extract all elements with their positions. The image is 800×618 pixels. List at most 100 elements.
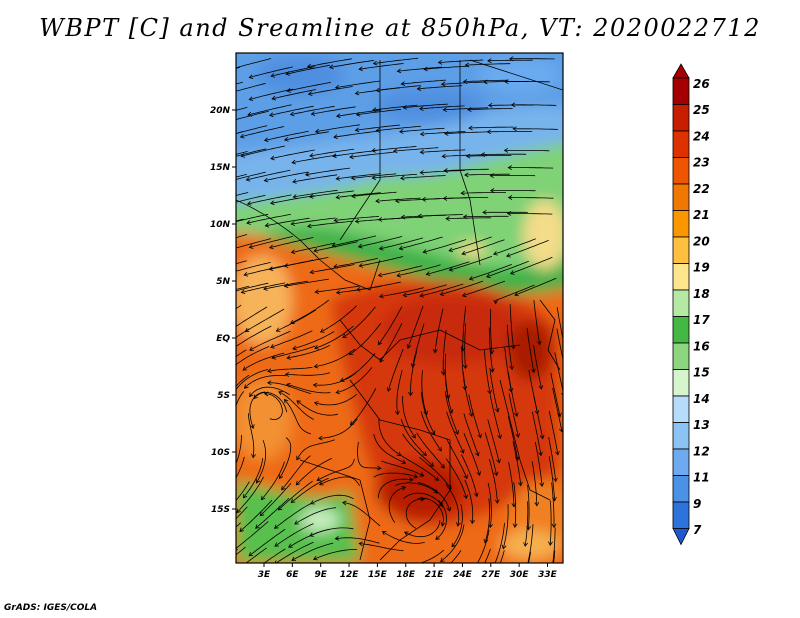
streamline: [410, 351, 418, 396]
streamline-arrow: [377, 217, 383, 222]
streamline: [488, 327, 494, 373]
streamline: [310, 264, 355, 273]
streamline: [336, 367, 373, 394]
streamline: [236, 476, 264, 513]
streamline-arrow: [270, 589, 274, 593]
streamline-arrow: [229, 474, 233, 478]
streamline-arrow: [538, 451, 543, 457]
streamline-arrow: [417, 213, 422, 219]
streamline: [506, 324, 513, 370]
streamline-arrow: [440, 521, 446, 527]
streamline: [531, 411, 542, 456]
streamline: [378, 306, 403, 345]
streamline-arrow: [460, 347, 466, 352]
colorbar-top-cap: [672, 63, 690, 79]
streamline-arrow: [249, 424, 255, 429]
colorbar-bottom-cap: [672, 528, 690, 546]
streamline: [549, 500, 552, 546]
streamline-arrow: [274, 560, 277, 563]
streamline: [359, 63, 404, 70]
streamline: [286, 82, 331, 92]
streamline-arrow: [408, 477, 414, 482]
streamline-arrow: [307, 223, 312, 229]
streamline: [236, 194, 266, 203]
streamline: [449, 256, 493, 271]
streamline: [548, 410, 559, 455]
streamline-arrow: [269, 112, 274, 118]
streamline-arrow: [336, 113, 341, 119]
streamline: [270, 149, 315, 160]
streamline: [281, 455, 311, 491]
streamline: [307, 220, 353, 227]
lon-label: 18E: [396, 570, 416, 580]
streamline: [349, 322, 382, 356]
streamline-arrow: [228, 67, 232, 71]
map-title: WBPT [C] and Sreamline at 850hPa, VT: 20…: [39, 14, 761, 42]
streamline: [291, 242, 336, 253]
streamline-arrow: [253, 394, 258, 400]
streamline: [249, 66, 293, 78]
streamline: [488, 458, 498, 504]
streamline-arrow: [246, 201, 252, 206]
streamline-arrow: [359, 571, 363, 575]
colorbar-label: 18: [693, 287, 710, 301]
lat-label: 5N: [216, 277, 230, 287]
streamline-arrow: [422, 249, 428, 254]
streamline-arrow: [248, 571, 252, 575]
streamline: [461, 239, 505, 255]
streamline: [548, 456, 556, 501]
streamline: [335, 537, 380, 544]
streamline-arrow: [375, 198, 380, 204]
streamline-arrow: [271, 95, 277, 101]
streamline-arrow: [354, 218, 360, 224]
streamline: [404, 520, 441, 538]
streamline: [438, 59, 484, 63]
streamline-arrow: [461, 292, 467, 298]
lon-label: 6E: [286, 570, 299, 580]
streamline: [259, 482, 292, 516]
streamline-arrow: [463, 494, 468, 500]
streamline: [236, 213, 269, 223]
streamline: [314, 393, 357, 406]
streamline-arrow: [377, 465, 382, 471]
streamline-arrow: [381, 531, 387, 536]
streamline-arrow: [255, 524, 260, 529]
streamline-arrow: [335, 194, 341, 200]
streamline-arrow: [292, 194, 298, 199]
streamline: [336, 192, 381, 198]
colorbar-label: 12: [693, 444, 710, 458]
streamline-arrow: [349, 420, 355, 426]
streamline-arrow: [509, 365, 514, 371]
streamline: [510, 256, 553, 275]
streamline: [379, 237, 424, 250]
streamline: [264, 130, 309, 141]
streamline: [236, 369, 268, 391]
streamline: [507, 213, 553, 215]
streamline: [469, 264, 512, 280]
streamline-arrow: [231, 571, 235, 575]
streamline: [315, 285, 360, 293]
streamline-arrow: [227, 595, 231, 599]
streamline: [309, 148, 355, 157]
streamline: [487, 482, 492, 528]
streamline: [255, 498, 290, 529]
streamline-arrow: [398, 245, 404, 251]
streamline: [508, 393, 519, 438]
streamline: [243, 458, 264, 499]
colorbar-box: [672, 236, 690, 264]
streamline: [423, 239, 467, 253]
streamline: [253, 392, 288, 413]
streamline-arrow: [463, 474, 468, 480]
streamline: [267, 367, 313, 372]
streamline-arrow: [497, 434, 502, 440]
streamline: [333, 130, 379, 138]
streamline-arrow: [319, 328, 325, 333]
lon-label: 9E: [314, 570, 327, 580]
streamline-arrow: [244, 327, 250, 333]
streamline-arrow: [379, 293, 384, 299]
streamline-arrow: [441, 153, 446, 159]
streamline: [236, 125, 268, 134]
streamline-arrow: [333, 217, 339, 223]
streamline: [513, 128, 559, 130]
streamline-arrow: [248, 551, 254, 557]
